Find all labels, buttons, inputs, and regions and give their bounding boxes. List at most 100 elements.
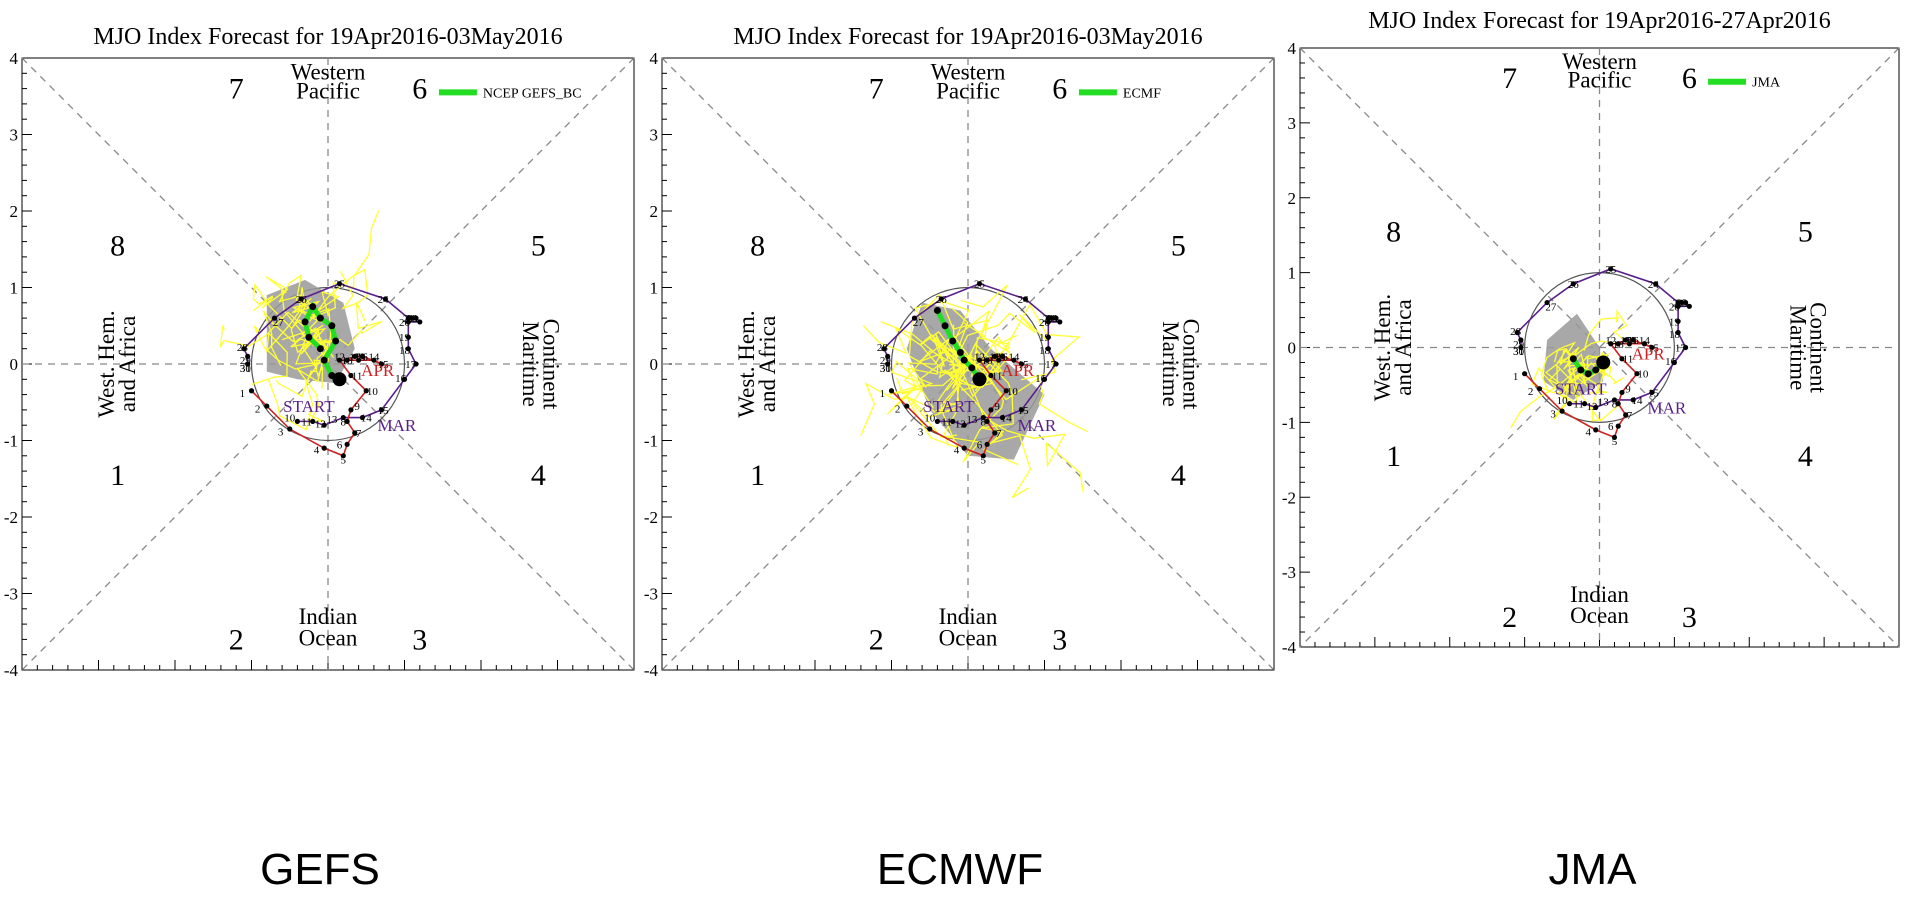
region-label-top: Western [931, 59, 1006, 84]
observed-point [405, 334, 411, 340]
forecast-mean-point [1577, 366, 1585, 374]
region-label-left: and Africa [1391, 299, 1416, 395]
ensemble-member [914, 300, 976, 389]
y-tick-label: -3 [644, 585, 658, 604]
observed-point [371, 357, 377, 363]
y-tick-label: -4 [4, 661, 19, 680]
ecmwf-phase-diagram: MJO Index Forecast for 19Apr2016-03May20… [644, 24, 1275, 680]
region-label-left: West. Hem. [1370, 294, 1395, 401]
day-label: 16 [997, 351, 1009, 363]
phase-number: 5 [1171, 229, 1186, 262]
observed-point [1675, 303, 1681, 309]
day-label: 8 [341, 416, 347, 428]
observed-point [245, 361, 251, 367]
observed-point [980, 453, 986, 459]
day-label: 9 [994, 401, 1000, 413]
ensemble-member [1510, 367, 1579, 429]
day-label: 22 [1676, 298, 1687, 310]
observed-point [378, 407, 385, 413]
observed-point [1675, 318, 1681, 324]
day-label: 16 [1628, 335, 1640, 347]
observed-point [1608, 341, 1614, 347]
phase-number: 7 [869, 73, 884, 106]
day-label: 21 [1673, 298, 1684, 310]
observed-point [1049, 315, 1055, 321]
day-label: 15 [1648, 387, 1660, 399]
observed-point [1671, 359, 1677, 366]
observed-point [961, 445, 967, 451]
y-tick-label: 0 [1288, 339, 1297, 358]
day-label: 18 [1669, 329, 1681, 341]
phase-number: 2 [869, 623, 884, 656]
observed-mar-path [882, 282, 1062, 427]
observed-point [1675, 329, 1681, 336]
observed-point [984, 441, 990, 447]
observed-point [245, 353, 251, 359]
chart-title: MJO Index Forecast for 19Apr2016-27Apr20… [1368, 8, 1831, 34]
observed-point [1537, 386, 1543, 392]
phase-number: 1 [1386, 440, 1401, 473]
observed-apr-path [250, 355, 382, 457]
ensemble-member [314, 301, 383, 347]
day-label: 28 [237, 342, 249, 354]
day-label: 31 [880, 363, 891, 375]
day-label: 7 [1627, 410, 1633, 422]
observed-point [1675, 299, 1681, 306]
y-tick-label: 3 [650, 126, 659, 145]
day-label: 12 [1587, 401, 1598, 413]
day-label: 17 [405, 359, 417, 371]
region-label-right: Maritime [1158, 321, 1183, 407]
observed-point [352, 430, 358, 436]
observed-point [1619, 356, 1625, 362]
plot-area [1299, 47, 1900, 648]
day-label: 4 [1586, 426, 1592, 438]
y-tick-label: -2 [644, 508, 658, 527]
observed-point [1634, 371, 1640, 377]
day-label: 10 [1557, 395, 1569, 407]
phase-number: 2 [1502, 601, 1517, 634]
region-label-right: Maritime [518, 321, 543, 407]
ensemble-member [970, 385, 1084, 493]
region-label-bottom: Ocean [939, 626, 998, 651]
observed-point [344, 418, 350, 424]
gefs-panel: MJO Index Forecast for 19Apr2016-03May20… [0, 0, 640, 901]
day-label: 22 [407, 313, 418, 325]
day-label: 17 [349, 351, 361, 363]
day-label: 18 [1039, 345, 1051, 357]
region-label-bottom: Indian [299, 604, 358, 629]
observed-point [1615, 423, 1621, 429]
day-label: 19 [1669, 316, 1681, 328]
ensemble-member [282, 287, 321, 354]
observed-point [1057, 319, 1063, 325]
region-label-right: Continent [539, 319, 564, 410]
day-label: 31 [240, 363, 251, 375]
day-label: 18 [1613, 339, 1625, 351]
day-label: 27 [273, 317, 285, 329]
region-label-bottom: Ocean [1570, 603, 1629, 628]
day-label: 14 [368, 351, 380, 363]
y-tick-label: 3 [1288, 114, 1297, 133]
day-label: 31 [1513, 346, 1524, 358]
observed-point [336, 281, 343, 287]
observed-point [409, 315, 415, 321]
y-tick-label: -1 [644, 432, 658, 451]
day-label: 18 [399, 345, 411, 357]
observed-point [1653, 281, 1659, 287]
day-label: 3 [1550, 408, 1556, 420]
observed-point [934, 418, 940, 424]
y-tick-label: 4 [1288, 39, 1297, 58]
forecast-mean-point [305, 333, 313, 341]
day-label: 21 [403, 313, 414, 325]
observed-point [1045, 346, 1051, 352]
ensemble-member [1583, 309, 1631, 351]
y-tick-label: -2 [1282, 488, 1296, 507]
phase-number: 8 [750, 229, 765, 262]
jma-panel: MJO Index Forecast for 19Apr2016-27Apr20… [1280, 0, 1905, 901]
ensemble-member [1581, 352, 1608, 394]
ensemble-member [886, 360, 972, 415]
day-label: 7 [996, 428, 1002, 440]
day-label: 2 [255, 403, 261, 415]
ensemble-member [219, 311, 324, 348]
gefs-phase-diagram: MJO Index Forecast for 19Apr2016-03May20… [4, 24, 635, 680]
diagonal-guide [1299, 47, 1900, 648]
